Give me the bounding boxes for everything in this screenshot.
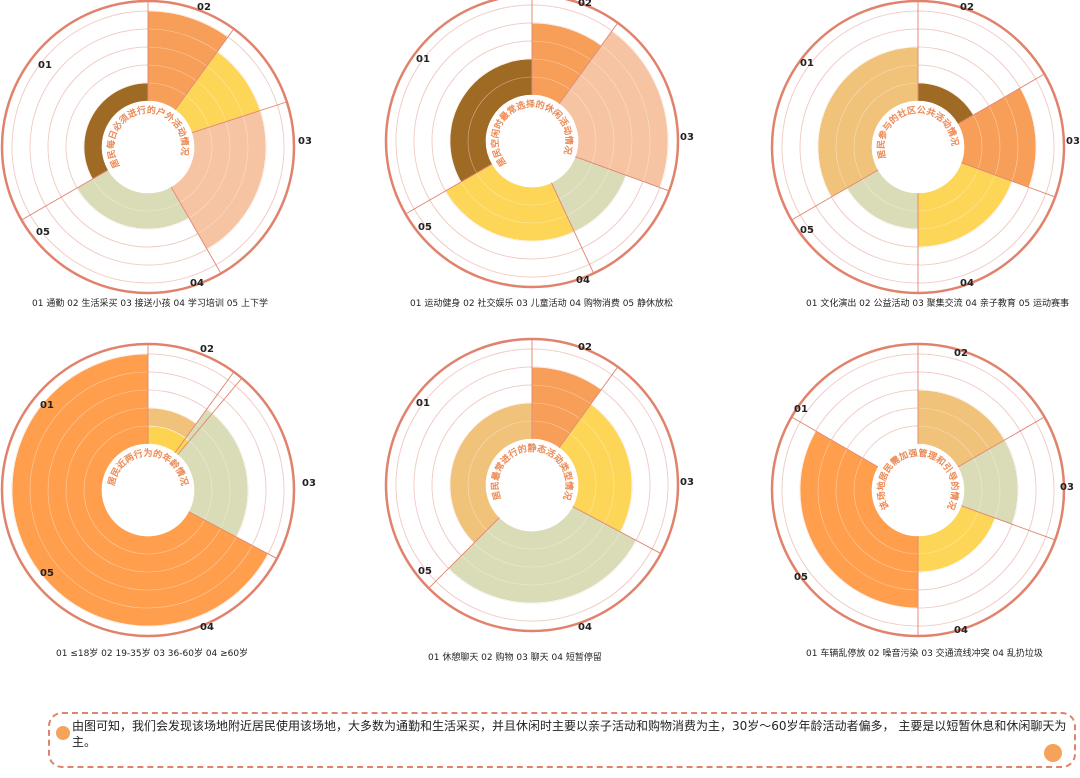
sector-divider (791, 416, 879, 468)
sector-label: 03 (298, 136, 312, 147)
sector-divider (957, 73, 1045, 125)
sector-divider (558, 366, 619, 449)
sector-label: 05 (40, 568, 54, 579)
sector-divider (428, 517, 500, 589)
bullet-dot-icon (56, 726, 70, 740)
sector-label: 02 (960, 2, 974, 13)
sector-divider (174, 371, 235, 454)
chart-legend: 01 ≤18岁 02 19-35岁 03 36-60岁 04 ≥60岁 (56, 647, 248, 659)
sector-label: 03 (1060, 482, 1074, 493)
sector-label: 05 (800, 225, 814, 236)
sector-label: 02 (578, 342, 592, 353)
sector-divider (558, 22, 619, 105)
sector-divider (572, 506, 662, 554)
center-disk (872, 101, 964, 193)
conclusion-text: 由图可知，我们会发现该场地附近居民使用该场地，大多数为通勤和生活采买，并且休闲时… (72, 719, 1067, 749)
chart-legend: 01 休憩聊天 02 购物 03 聊天 04 短暂停留 (428, 651, 602, 663)
sector-label: 03 (680, 132, 694, 143)
sector-label: 03 (302, 478, 316, 489)
sector-label: 04 (960, 278, 974, 289)
sector-divider (791, 169, 879, 221)
sector-divider (188, 511, 278, 559)
sector-label: 04 (578, 622, 592, 633)
corner-dot-icon (1044, 744, 1062, 762)
center-disk (102, 444, 194, 536)
sector-divider (405, 163, 493, 215)
sector-divider (191, 101, 287, 134)
outer-ring (384, 0, 680, 289)
sector-label: 01 (794, 404, 808, 415)
sector-divider (170, 186, 222, 274)
sector-label: 04 (190, 278, 204, 289)
center-disk (872, 444, 964, 536)
sector-label: 03 (680, 477, 694, 488)
sector-divider (177, 377, 243, 456)
sector-label: 02 (578, 0, 592, 9)
sector-divider (575, 156, 670, 192)
sector-label: 05 (794, 572, 808, 583)
sector-divider (21, 169, 109, 221)
sector-divider (961, 505, 1056, 541)
sector-label: 03 (1066, 136, 1080, 147)
sector-label: 04 (200, 622, 214, 633)
sector-divider (957, 416, 1045, 468)
sector-label: 01 (800, 58, 814, 69)
sector-label: 01 (416, 398, 430, 409)
sector-divider (551, 182, 595, 274)
chart-legend: 01 运动健身 02 社交娱乐 03 儿童活动 04 购物消费 05 静休放松 (410, 297, 673, 309)
sector-label: 01 (38, 60, 52, 71)
sector-divider (174, 28, 235, 111)
conclusion-box (48, 712, 1076, 768)
sector-label: 01 (416, 54, 430, 65)
sector-label: 05 (36, 227, 50, 238)
sector-label: 05 (418, 222, 432, 233)
sector-label: 02 (197, 2, 211, 13)
center-disk (486, 95, 578, 187)
center-disk (102, 101, 194, 193)
center-disk (486, 439, 578, 531)
sector-label: 05 (418, 566, 432, 577)
sector-label: 01 (40, 400, 54, 411)
sector-divider (961, 162, 1056, 198)
sector-label: 02 (200, 344, 214, 355)
chart-legend: 01 通勤 02 生活采买 03 接送小孩 04 学习培训 05 上下学 (32, 297, 268, 309)
chart-legend: 01 车辆乱停放 02 噪音污染 03 交通流线冲突 04 乱扔垃圾 (806, 647, 1043, 659)
sector-label: 04 (954, 625, 968, 636)
sector-label: 02 (954, 348, 968, 359)
sector-label: 04 (576, 275, 590, 286)
chart-legend: 01 文化演出 02 公益活动 03 聚集交流 04 亲子教育 05 运动赛事 (806, 297, 1069, 309)
